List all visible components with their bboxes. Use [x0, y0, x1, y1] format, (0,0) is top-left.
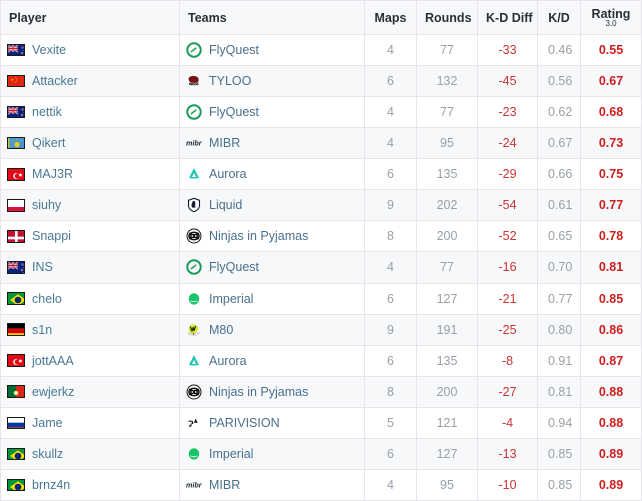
svg-text:mibr: mibr [186, 139, 202, 148]
svg-text:TYLOO: TYLOO [190, 83, 199, 86]
svg-text:mibr: mibr [186, 480, 202, 489]
